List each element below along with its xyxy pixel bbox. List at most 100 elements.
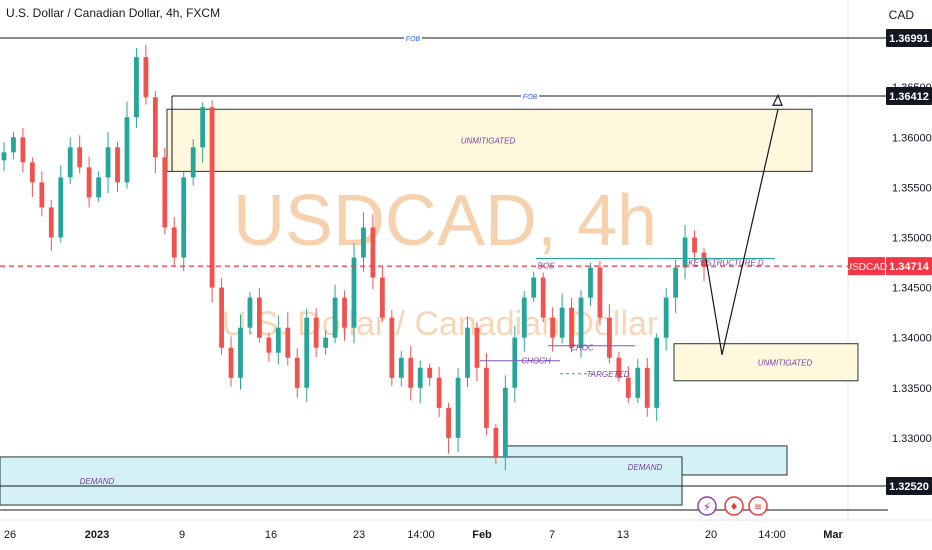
- stripes-icon: ≡: [754, 502, 762, 513]
- level-label-bg: [404, 33, 422, 43]
- candle-body: [493, 427, 499, 458]
- event-icons[interactable]: ⚡ ♦ ≡: [697, 496, 768, 516]
- price-tick-label: 1.35500: [892, 182, 932, 194]
- annotation-label: DEMAND: [628, 463, 663, 472]
- candle-body: [11, 137, 16, 153]
- axis-currency: CAD: [888, 8, 914, 22]
- candle-body: [58, 177, 64, 238]
- price-tag-bg: [886, 29, 932, 47]
- level-label: FOB: [406, 36, 421, 43]
- candle-body: [512, 337, 518, 388]
- candle-body: [616, 357, 622, 378]
- candle-body: [692, 237, 697, 253]
- candle-body: [1, 152, 7, 161]
- price-tick-label: 1.36000: [892, 132, 932, 144]
- price-tag-bg: [886, 477, 932, 495]
- candle-body: [398, 357, 404, 378]
- price-tick-label: 1.33500: [892, 383, 932, 395]
- zone-label: UNMITIGATED: [758, 358, 813, 367]
- time-tick-label: 14:00: [758, 529, 786, 541]
- candle-body: [474, 327, 480, 368]
- maple-leaf-icon: ♦: [730, 502, 739, 513]
- candle-body: [190, 147, 196, 178]
- candle-body: [484, 367, 489, 428]
- candle-body: [143, 57, 149, 98]
- price-tag-bg: [886, 87, 932, 106]
- us-flag-icon[interactable]: [748, 496, 768, 516]
- time-axis[interactable]: 26 2023 9 16 23 14:00 Feb 7 13 20 14:00 Mar: [4, 529, 844, 541]
- candle-body: [77, 147, 83, 168]
- candle-body: [607, 317, 612, 358]
- time-tick-label: Mar: [823, 529, 843, 541]
- candle-body: [124, 117, 130, 183]
- candle-body: [134, 57, 139, 118]
- horizontal-lines-layer: FOB FOB: [0, 33, 888, 511]
- candle-body: [48, 207, 54, 238]
- dividend-icon[interactable]: [697, 496, 717, 516]
- zone-supply-0: [166, 108, 813, 172]
- candle-body: [682, 237, 688, 268]
- candle-body: [550, 317, 556, 338]
- candle-body: [370, 227, 376, 278]
- candle-body: [351, 257, 357, 328]
- time-tick-label: 26: [4, 529, 16, 541]
- candle-body: [597, 267, 603, 318]
- candle-body: [228, 347, 234, 378]
- zone-label: DEMAND: [80, 477, 115, 486]
- candle-body: [39, 182, 45, 208]
- candle-body: [673, 267, 679, 298]
- candle-body: [417, 367, 423, 388]
- candle-body: [379, 277, 385, 318]
- price-tick-label: 1.33000: [892, 433, 932, 445]
- forecast-arrowhead: [772, 93, 783, 106]
- candle-body: [342, 297, 347, 328]
- price-tick-label: 1.34000: [892, 333, 932, 345]
- price-tag-value: 1.32520: [889, 481, 929, 493]
- chart-title: U.S. Dollar / Canadian Dollar, 4h, FXCM: [6, 6, 221, 20]
- candle-body: [455, 377, 461, 438]
- candle-body: [663, 297, 669, 338]
- price-tick-label: 1.35000: [892, 233, 932, 245]
- candle-body: [701, 252, 707, 267]
- candle-body: [361, 227, 366, 258]
- time-tick-label: 23: [353, 529, 365, 541]
- candle-body: [105, 147, 111, 178]
- candle-body: [408, 357, 414, 388]
- candle-body: [219, 287, 224, 348]
- candle-body: [152, 97, 158, 158]
- candle-body: [389, 317, 395, 378]
- candle-body: [578, 297, 584, 348]
- zone-demand-3: [0, 456, 683, 506]
- candle-body: [446, 407, 451, 438]
- symbol-tag-bg: [848, 257, 885, 276]
- time-tick-label: 13: [617, 529, 629, 541]
- forecast-path: [705, 109, 779, 355]
- price-tick-label: 1.34500: [892, 283, 932, 295]
- watermark-symbol: USDCAD, 4h: [233, 181, 657, 261]
- price-tag-bg: [886, 257, 932, 276]
- time-tick-label: 2023: [85, 529, 109, 541]
- time-tick-label: 7: [549, 529, 555, 541]
- candle-body: [644, 367, 650, 408]
- annotation-label: TARGETED: [587, 370, 630, 379]
- zone-label: UNMITIGATED: [461, 136, 516, 145]
- candle-body: [29, 162, 35, 183]
- price-tag-value: 1.36991: [889, 33, 929, 45]
- candle-body: [635, 367, 641, 398]
- candle-body: [20, 137, 26, 163]
- candle-body: [275, 327, 281, 353]
- price-axis[interactable]: 1.365001.360001.355001.350001.345001.340…: [892, 82, 932, 445]
- time-tick-label: 20: [705, 529, 717, 541]
- time-tick-label: 9: [179, 529, 185, 541]
- candle-body: [465, 327, 470, 378]
- zones-layer: UNMITIGATED UNMITIGATED DEMAND: [0, 108, 859, 506]
- candle-body: [266, 337, 272, 353]
- candle-body: [304, 317, 310, 388]
- canada-flag-icon[interactable]: [724, 496, 744, 516]
- candle-body: [521, 297, 527, 338]
- candle-body: [257, 297, 262, 338]
- price-tag-value: 1.34714: [889, 261, 930, 273]
- time-tick-label: 14:00: [407, 529, 435, 541]
